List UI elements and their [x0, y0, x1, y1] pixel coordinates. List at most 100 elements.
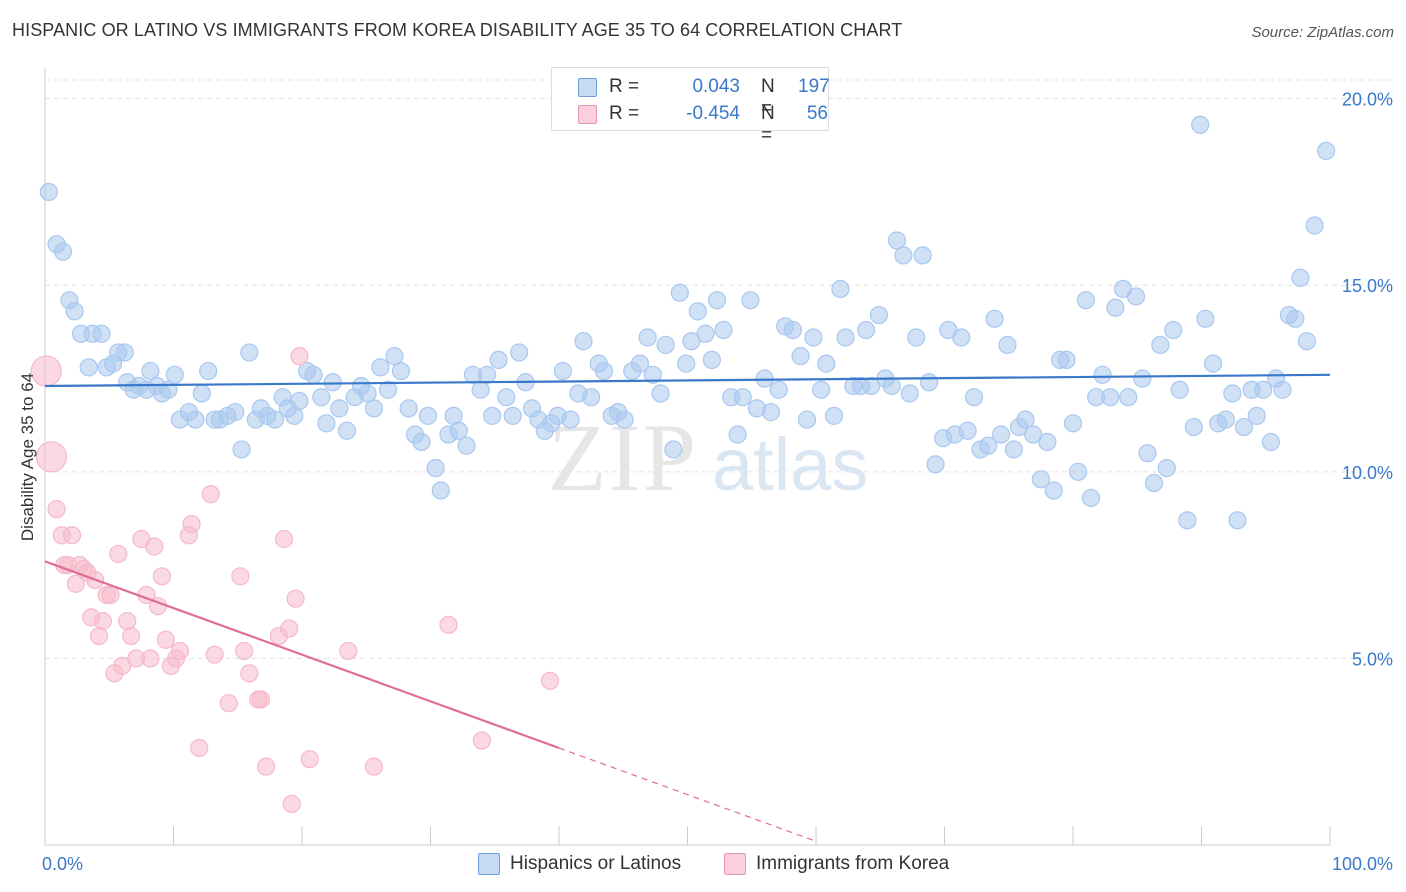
data-point-korea: [540, 671, 560, 690]
data-point-hispanic: [53, 242, 73, 261]
data-point-hispanic: [1273, 380, 1292, 399]
data-point-korea: [286, 589, 305, 608]
data-point-korea: [219, 694, 238, 713]
data-point-hispanic: [991, 425, 1011, 444]
data-point-korea: [121, 626, 141, 646]
y-tick-label: 10.0%: [1342, 463, 1393, 483]
data-point-hispanic: [115, 343, 134, 362]
data-point-hispanic: [1093, 365, 1112, 384]
watermark: ZIP atlas: [548, 404, 868, 511]
data-point-hispanic: [574, 332, 593, 351]
data-point-hispanic: [656, 335, 675, 355]
data-point-korea: [339, 641, 358, 661]
data-point-hispanic: [862, 376, 881, 396]
data-point-korea: [112, 656, 132, 675]
data-point-korea: [439, 615, 458, 634]
data-point-hispanic: [290, 391, 309, 411]
y-tick-label: 15.0%: [1342, 276, 1393, 296]
data-point-hispanic: [688, 302, 707, 321]
data-point-hispanic: [1317, 141, 1336, 161]
data-point-korea: [205, 645, 224, 664]
data-point-korea: [62, 526, 82, 545]
data-point-korea: [256, 757, 276, 776]
data-point-hispanic: [1305, 216, 1324, 235]
n-value: 56: [806, 103, 828, 124]
data-point-hispanic: [670, 283, 689, 302]
data-point-hispanic: [1286, 309, 1305, 328]
data-point-hispanic: [304, 365, 323, 384]
data-point-hispanic: [1247, 406, 1266, 425]
data-point-hispanic: [92, 324, 111, 343]
data-point-hispanic: [226, 403, 245, 422]
data-point-hispanic: [1157, 458, 1176, 478]
data-point-hispanic: [979, 436, 998, 455]
r-label: R =: [609, 76, 640, 97]
data-point-hispanic: [39, 182, 58, 202]
data-point-hispanic: [1261, 432, 1280, 452]
data-point-hispanic: [958, 421, 977, 440]
data-point-hispanic: [964, 388, 984, 407]
data-point-hispanic: [900, 384, 919, 403]
y-tick-label: 20.0%: [1342, 90, 1393, 110]
data-point-hispanic: [761, 403, 781, 422]
data-point-hispanic: [483, 406, 502, 425]
data-point-hispanic: [707, 291, 727, 310]
data-point-korea: [472, 731, 491, 750]
data-point-hispanic: [1223, 384, 1242, 403]
trend-line-korea-dashed: [558, 747, 817, 842]
data-point-hispanic: [1164, 320, 1183, 340]
data-point-hispanic: [733, 388, 752, 407]
data-point-hispanic: [817, 354, 836, 373]
data-point-hispanic: [985, 309, 1004, 328]
data-point-hispanic: [1016, 410, 1035, 429]
data-point-hispanic: [497, 388, 516, 407]
data-point-hispanic: [755, 369, 774, 388]
data-point-korea: [240, 664, 259, 683]
data-point-hispanic: [696, 324, 715, 343]
data-point-hispanic: [457, 436, 476, 455]
data-point-hispanic: [643, 365, 662, 384]
data-point-korea: [141, 649, 160, 668]
data-point-hispanic: [449, 421, 468, 440]
x-tick-label: 100.0%: [1332, 854, 1393, 874]
data-point-hispanic: [804, 328, 823, 347]
data-point-korea: [282, 794, 301, 814]
data-point-hispanic: [165, 365, 184, 384]
data-point-hispanic: [769, 380, 788, 399]
data-point-hispanic: [869, 305, 889, 325]
data-point-korea: [89, 626, 109, 646]
data-point-hispanic: [199, 361, 218, 381]
data-point-korea: [156, 630, 175, 649]
data-point-hispanic: [1119, 388, 1138, 407]
data-point-hispanic: [1057, 350, 1076, 369]
data-point-korea: [93, 611, 112, 631]
swatch-korea: [578, 105, 597, 124]
data-point-hispanic: [919, 373, 939, 392]
data-point-hispanic: [615, 410, 634, 429]
data-point-hispanic: [831, 279, 850, 299]
data-point-hispanic: [812, 380, 831, 399]
data-point-korea: [152, 567, 172, 586]
data-point-hispanic: [1297, 332, 1316, 351]
data-point-hispanic: [836, 328, 855, 347]
data-point-hispanic: [561, 410, 580, 429]
legend-label: Hispanics or Latinos: [510, 853, 682, 874]
data-point-korea: [66, 574, 85, 593]
data-point-hispanic: [1228, 511, 1247, 530]
data-point-hispanic: [431, 481, 450, 500]
data-point-hispanic: [364, 399, 384, 418]
data-point-hispanic: [1138, 444, 1157, 463]
data-point-korea: [235, 641, 254, 661]
data-point-hispanic: [882, 376, 901, 396]
data-point-hispanic: [926, 455, 945, 474]
data-point-hispanic: [1203, 354, 1223, 373]
data-point-hispanic: [677, 354, 696, 373]
data-point-hispanic: [638, 328, 657, 347]
data-point-hispanic: [426, 458, 445, 478]
data-point-hispanic: [894, 246, 913, 265]
tick-labels: 5.0% 10.0% 15.0% 20.0% 0.0% 100.0%: [42, 90, 1393, 874]
data-point-hispanic: [317, 414, 336, 433]
data-point-hispanic: [1126, 287, 1146, 306]
swatch-hispanic: [578, 78, 597, 97]
